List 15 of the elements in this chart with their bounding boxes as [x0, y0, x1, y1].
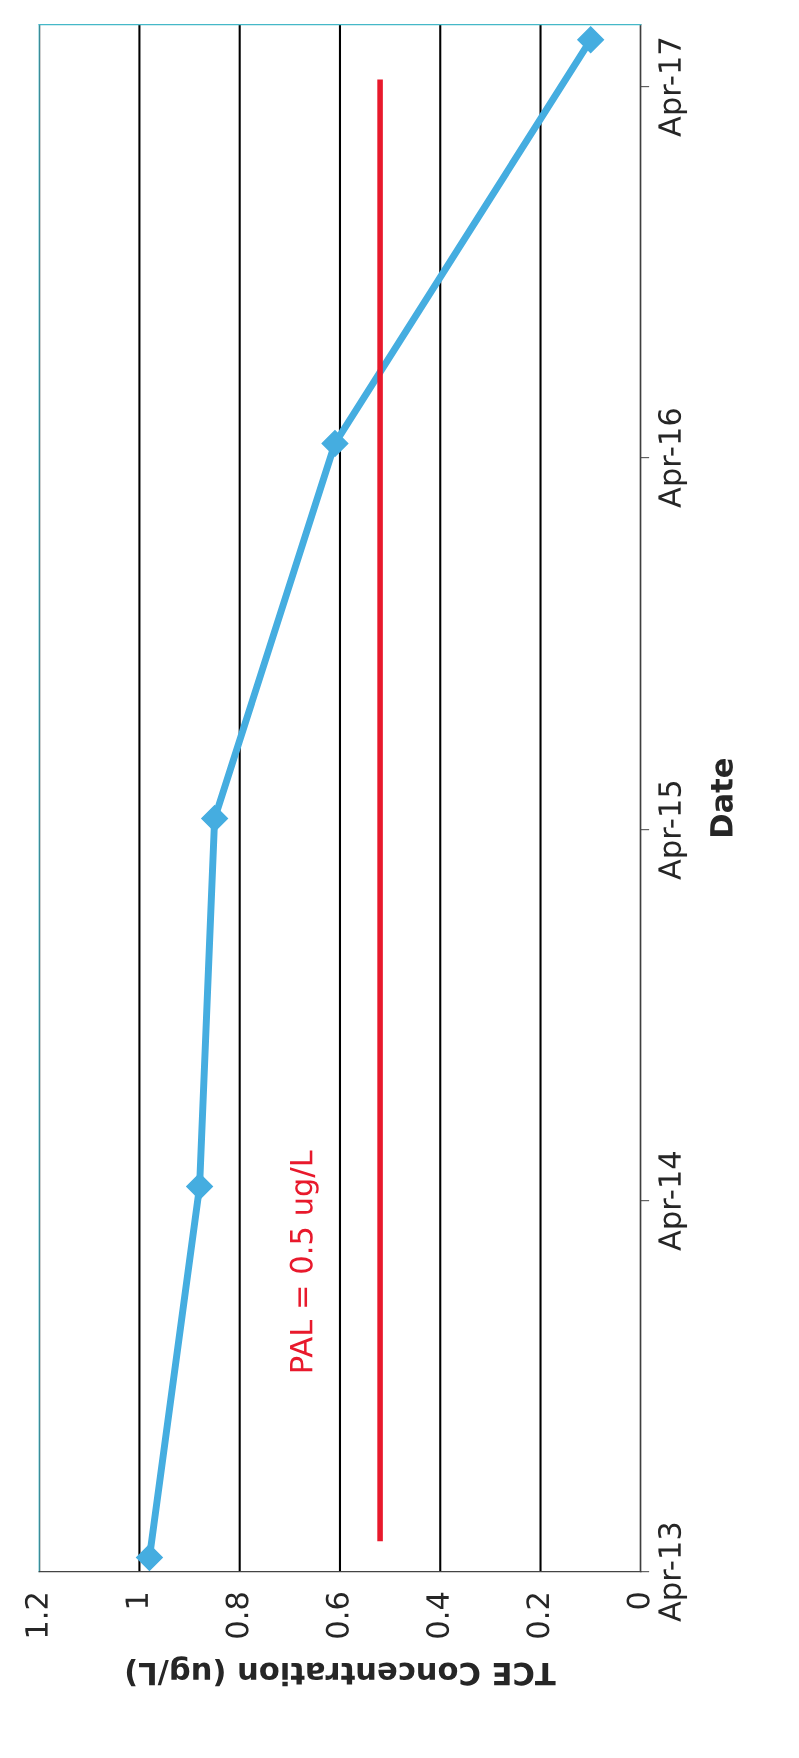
y-tick-label: Apr-16: [658, 409, 688, 508]
x-tick-label: 1.2: [24, 1594, 48, 1637]
x-tick-label: 0.4: [426, 1592, 450, 1638]
x-tick-label: 0.8: [225, 1593, 249, 1638]
y-tick-label: Apr-13: [658, 1523, 688, 1622]
y-tick-label: Apr-14: [658, 1151, 688, 1251]
x-tick-label: 0.2: [526, 1594, 550, 1638]
y-axis-title: Date: [710, 758, 733, 836]
y-tick-label: Apr-15: [658, 781, 688, 880]
x-tick-label: 0.6: [325, 1593, 349, 1638]
x-tick-label: 0: [626, 1593, 650, 1609]
y-tick-label: Apr-17: [658, 38, 688, 137]
x-axis-title: TCE Concentration (ug/L): [126, 1656, 556, 1687]
x-tick-label: 1: [125, 1593, 148, 1608]
annotation: PAL = 0.5 ug/L: [289, 1150, 319, 1372]
